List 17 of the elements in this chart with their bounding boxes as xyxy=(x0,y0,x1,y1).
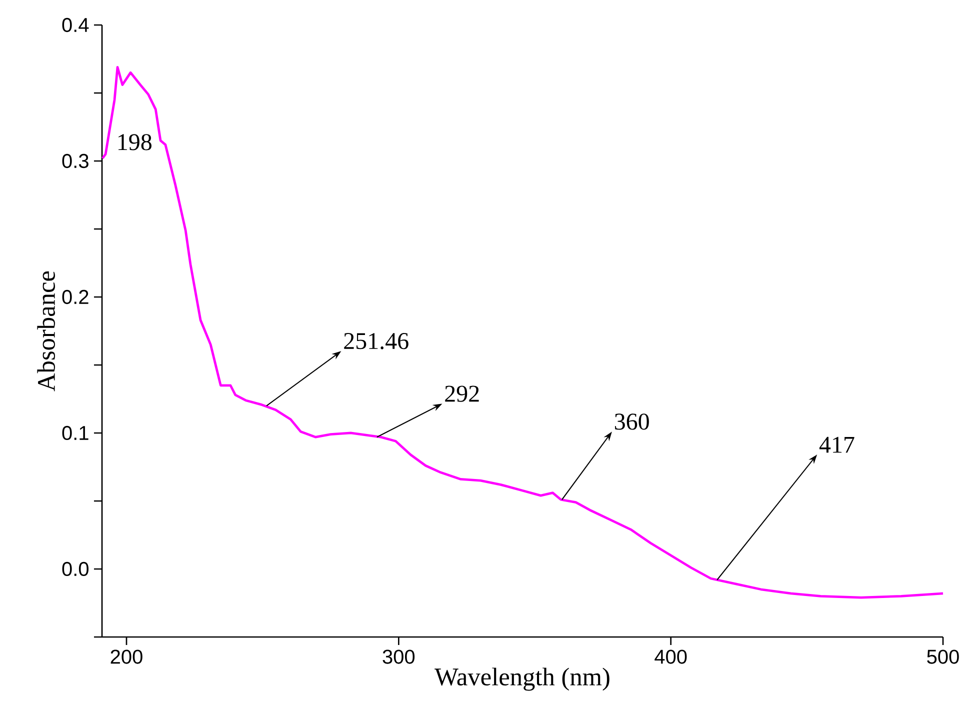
annotation: 360 xyxy=(614,414,649,430)
annotation: 292 xyxy=(445,386,479,402)
y-tick-label: 0.3 xyxy=(62,154,88,168)
y-tick-label: 0.2 xyxy=(62,290,88,304)
x-axis-title: Wavelength (nm) xyxy=(434,668,610,691)
annotation: 417 xyxy=(819,436,854,453)
line-series xyxy=(101,66,944,599)
x-tick-label: 500 xyxy=(927,650,959,664)
y-tick-label: 0.0 xyxy=(62,562,88,576)
annotation: 251.46 xyxy=(344,333,408,350)
y-axis-title: Absorbance xyxy=(37,271,56,392)
x-tick-label: 400 xyxy=(654,650,687,664)
y-tick-label: 0.1 xyxy=(62,426,88,440)
annotation: 198 xyxy=(118,134,152,150)
y-tick-label: 0.4 xyxy=(62,18,89,32)
x-tick-label: 300 xyxy=(382,650,415,664)
x-tick-label: 200 xyxy=(110,650,142,664)
